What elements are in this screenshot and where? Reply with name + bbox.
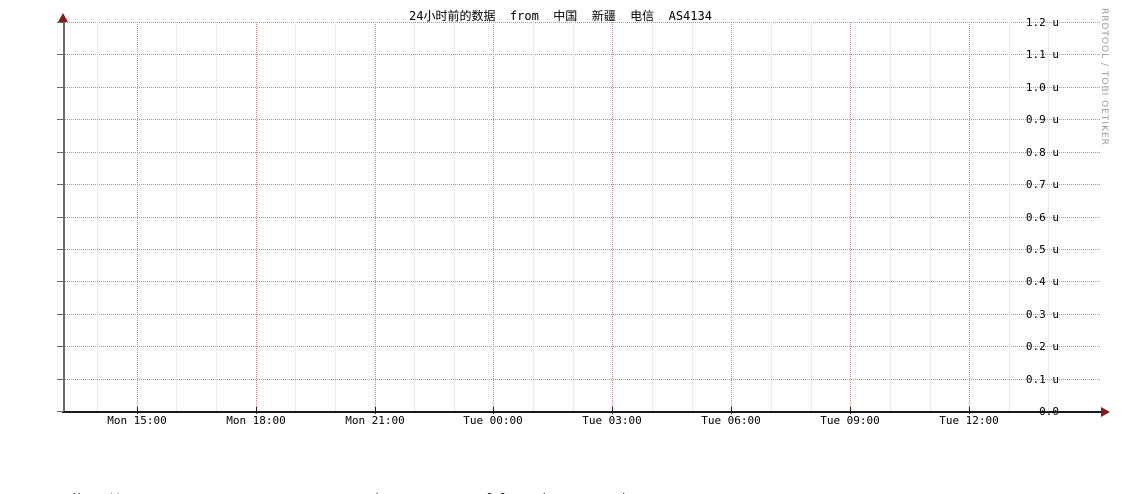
median-rtt-now: -nan s now [400,490,473,494]
grid-line-horizontal [63,22,1100,23]
y-axis-line [63,20,65,412]
y-axis-tick [57,184,64,185]
median-rtt-row: median rtt:-nan s avg -nan s max -nan s … [16,475,1106,494]
grid-line-horizontal [63,152,1100,153]
x-axis-line [62,411,1105,413]
grid-line-vertical-minor [97,22,98,411]
y-axis-tick-label: 1.0 u [1025,81,1059,94]
x-axis-tick-label: Tue 00:00 [463,414,523,427]
y-axis-tick [57,411,64,412]
x-axis-tick-label: Mon 21:00 [345,414,405,427]
median-rtt-label: median rtt: [56,490,142,494]
grid-line-vertical-minor [930,22,931,411]
y-axis-tick-label: 0.9 u [1025,113,1059,126]
grid-line-vertical-major [375,22,376,411]
grid-line-horizontal [63,217,1100,218]
grid-line-vertical-minor [771,22,772,411]
y-axis-tick-label: 0.1 u [1025,373,1059,386]
y-axis-tick [57,152,64,153]
median-rtt-avg: -nan s avg [142,490,215,494]
x-axis-tick [731,407,732,414]
grid-line-vertical-major [612,22,613,411]
y-axis-arrow-icon [58,13,68,22]
x-axis-tick [493,407,494,414]
grid-line-vertical-minor [335,22,336,411]
y-axis-tick [57,22,64,23]
grid-line-vertical-minor [1048,22,1049,411]
y-axis-tick [57,281,64,282]
median-rtt-am: -nan am/s [559,490,632,494]
y-axis-tick [57,119,64,120]
x-axis-tick-label: Mon 15:00 [107,414,167,427]
grid-line-horizontal [63,346,1100,347]
y-axis-tick-label: 1.2 u [1025,16,1059,29]
grid-line-vertical-minor [652,22,653,411]
grid-line-horizontal [63,54,1100,55]
x-axis-tick-label: Tue 03:00 [582,414,642,427]
rrdtool-watermark: RRDTOOL / TOBI OETIKER [1099,8,1109,146]
grid-line-vertical-major [731,22,732,411]
grid-line-horizontal [63,87,1100,88]
x-axis-tick [612,407,613,414]
x-axis-arrow-icon [1101,407,1110,417]
grid-line-horizontal [63,314,1100,315]
graph-footer: median rtt:-nan s avg -nan s max -nan s … [16,430,1106,494]
grid-line-vertical-minor [1009,22,1010,411]
x-axis-tick [850,407,851,414]
x-axis-tick-label: Tue 06:00 [701,414,761,427]
y-axis-tick-label: 0.2 u [1025,340,1059,353]
y-axis-tick [57,87,64,88]
grid-line-horizontal [63,379,1100,380]
y-axis-tick [57,314,64,315]
grid-line-vertical-minor [890,22,891,411]
y-axis-tick-label: 0.8 u [1025,146,1059,159]
grid-line-vertical-major [850,22,851,411]
y-axis-tick [57,217,64,218]
x-axis-tick-label: Mon 18:00 [226,414,286,427]
x-axis-tick [256,407,257,414]
y-axis-tick-label: 1.1 u [1025,48,1059,61]
grid-line-horizontal [63,249,1100,250]
y-axis-tick [57,346,64,347]
grid-line-vertical-minor [216,22,217,411]
x-axis-tick-label: Tue 09:00 [820,414,880,427]
x-axis-tick-label: Tue 12:00 [939,414,999,427]
grid-line-vertical-minor [811,22,812,411]
y-axis-tick-label: 0.3 u [1025,308,1059,321]
x-axis-tick [375,407,376,414]
grid-line-horizontal [63,119,1100,120]
y-axis-tick [57,249,64,250]
grid-line-vertical-minor [573,22,574,411]
median-rtt-sd: 0.0 ms sd [486,490,546,494]
grid-line-horizontal [63,281,1100,282]
grid-line-vertical-minor [454,22,455,411]
plot-area [63,22,1100,411]
grid-line-vertical-minor [533,22,534,411]
grid-line-vertical-minor [176,22,177,411]
y-axis-tick [57,379,64,380]
y-axis-tick-label: 0.6 u [1025,211,1059,224]
median-rtt-max: -nan s max [228,490,301,494]
grid-line-vertical-major [969,22,970,411]
median-rtt-min: -nan s min [314,490,387,494]
x-axis-tick [137,407,138,414]
grid-line-vertical-minor [295,22,296,411]
y-axis-tick-label: 0.5 u [1025,243,1059,256]
grid-line-vertical-minor [692,22,693,411]
y-axis-tick-label: 0.0 [1039,405,1059,418]
graph-title: 24小时前的数据 from 中国 新疆 电信 AS4134 [409,9,712,23]
y-axis-tick-label: 0.7 u [1025,178,1059,191]
grid-line-horizontal [63,184,1100,185]
grid-line-vertical-major [256,22,257,411]
y-axis-tick-label: 0.4 u [1025,275,1059,288]
y-axis-tick [57,54,64,55]
grid-line-vertical-major [493,22,494,411]
grid-line-vertical-major [137,22,138,411]
x-axis-tick [969,407,970,414]
grid-line-vertical-minor [414,22,415,411]
